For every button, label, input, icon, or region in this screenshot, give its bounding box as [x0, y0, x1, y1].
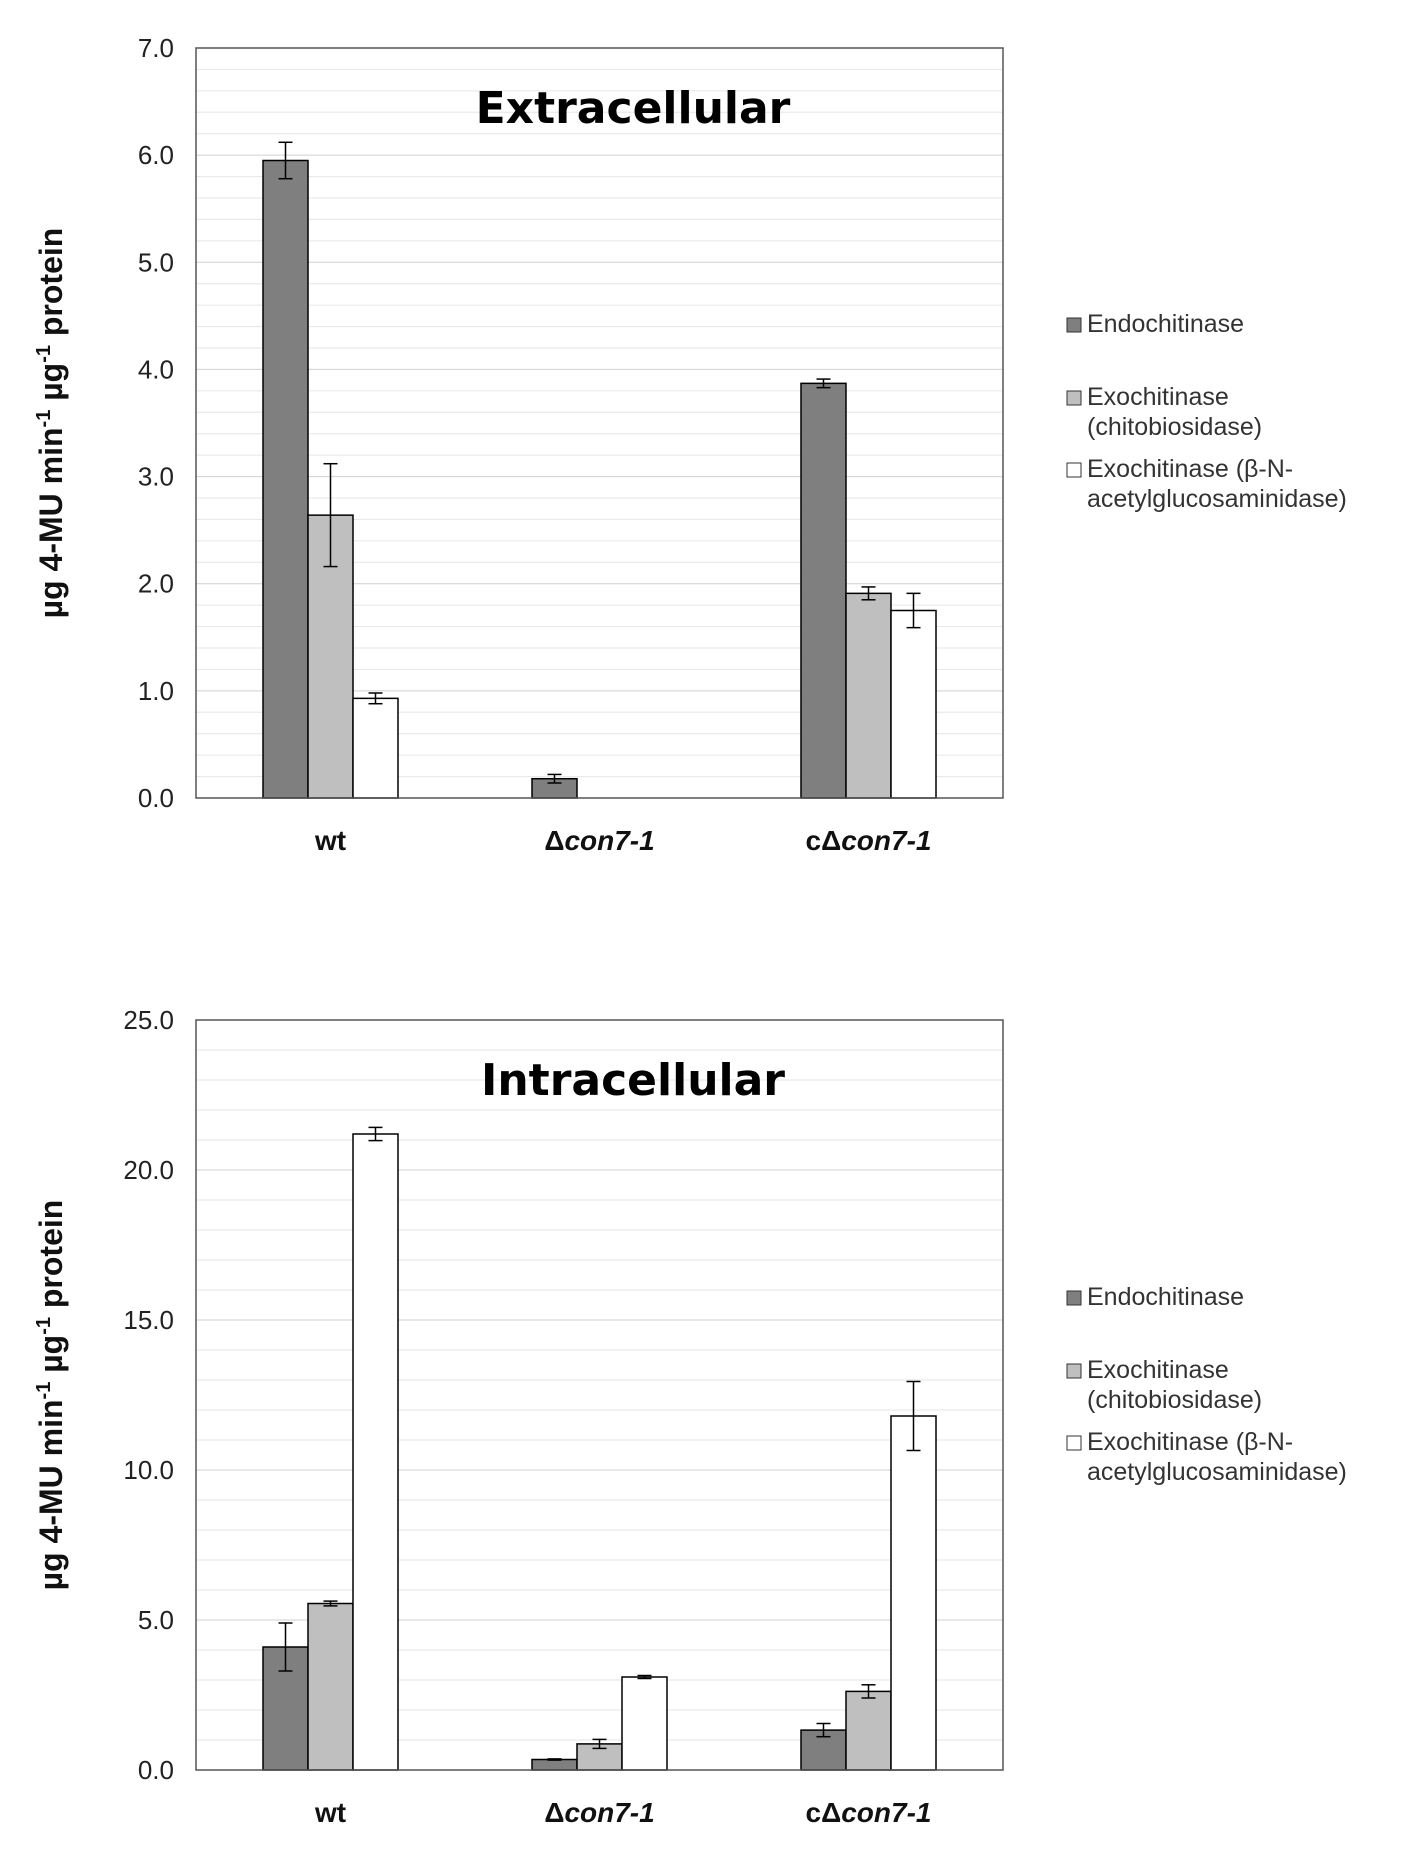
error-bar [637, 1674, 652, 1680]
bar [531, 1758, 578, 1771]
bar [262, 159, 309, 799]
y-axis-label-text: protein [33, 228, 69, 345]
error-bar [592, 1738, 607, 1750]
x-category-label: cΔcon7-1 [806, 1797, 932, 1828]
error-bar [547, 773, 562, 784]
legend-label: Exochitinase (β-N- [1087, 1428, 1293, 1456]
error-bar [278, 1622, 293, 1672]
bar [307, 1602, 354, 1771]
chart-intracellular: 0.05.010.015.020.025.0wt Δcon7-1 cΔcon7-1I… [33, 1005, 1347, 1828]
legend-swatch [1066, 1435, 1082, 1451]
y-tick-label: 5.0 [138, 1605, 174, 1635]
bar [352, 697, 399, 799]
error-bar [816, 378, 831, 389]
bar [845, 592, 892, 799]
error-bar [906, 592, 921, 629]
series-1 [262, 141, 847, 799]
x-category-label: wt [314, 1797, 346, 1828]
legend-label: acetylglucosaminidase) [1087, 1458, 1347, 1486]
y-tick-label: 10.0 [123, 1455, 174, 1485]
legend-swatch [1066, 390, 1082, 406]
category-prefix: cΔ [806, 1797, 842, 1828]
series-2 [307, 1600, 892, 1771]
legend-swatch [1066, 1290, 1082, 1306]
y-tick-label: 6.0 [138, 140, 174, 170]
legend-swatch [1066, 317, 1082, 333]
category-prefix: Δ [544, 1797, 564, 1828]
y-tick-label: 5.0 [138, 247, 174, 277]
error-bar [861, 1684, 876, 1699]
y-tick-label: 0.0 [138, 1755, 174, 1785]
plot-border [195, 1019, 1004, 1771]
y-tick-label: 1.0 [138, 676, 174, 706]
legend-label: Exochitinase [1087, 1356, 1229, 1384]
error-bar [861, 586, 876, 601]
y-tick-label: 0.0 [138, 783, 174, 813]
error-bar [368, 692, 383, 705]
x-category-label: cΔcon7-1 [806, 825, 932, 856]
y-tick-label: 4.0 [138, 354, 174, 384]
legend-swatch [1066, 462, 1082, 478]
category-name: con7-1 [564, 1797, 654, 1828]
legend: Endochitinase Exochitinase(chitobiosidase… [1066, 1283, 1347, 1486]
category-name: wt [314, 825, 346, 856]
y-tick-label: 20.0 [123, 1155, 174, 1185]
y-tick-label: 2.0 [138, 569, 174, 599]
chart-extracellular: 0.01.02.03.04.05.06.07.0wt Δcon7-1 cΔcon7-… [33, 33, 1347, 856]
y-axis-label-text: protein [33, 1200, 69, 1317]
error-bar [547, 1758, 562, 1761]
bar [890, 1415, 937, 1771]
bar [352, 1133, 399, 1771]
bar [890, 609, 937, 799]
chart-title: Extracellular [476, 83, 791, 134]
chart-title: Intracellular [481, 1055, 785, 1106]
y-axis-label: µg 4-MU min-1 µg-1 protein [33, 1200, 69, 1591]
error-bar [323, 1600, 338, 1607]
category-name: con7-1 [564, 825, 654, 856]
error-bar [816, 1722, 831, 1738]
y-axis-label-text: µg 4-MU min [33, 1399, 69, 1590]
bar [800, 382, 847, 799]
legend-label: Exochitinase [1087, 383, 1229, 411]
x-category-label: wt [314, 825, 346, 856]
y-axis-label-text: µg [33, 363, 69, 410]
plot-border [195, 47, 1004, 799]
y-tick-label: 3.0 [138, 462, 174, 492]
category-name: wt [314, 1797, 346, 1828]
legend: Endochitinase Exochitinase(chitobiosidase… [1066, 310, 1347, 513]
category-prefix: Δ [544, 825, 564, 856]
bar [621, 1676, 668, 1771]
y-axis-label-superscript: -1 [33, 345, 55, 363]
y-tick-label: 7.0 [138, 33, 174, 63]
bar [845, 1690, 892, 1771]
legend-label: acetylglucosaminidase) [1087, 485, 1347, 513]
error-bar [368, 1126, 383, 1142]
legend-label: (chitobiosidase) [1087, 413, 1262, 441]
error-bar [906, 1380, 921, 1452]
category-name: con7-1 [841, 1797, 931, 1828]
y-axis-label-text: µg [33, 1335, 69, 1382]
category-prefix: cΔ [806, 825, 842, 856]
legend-label: Endochitinase [1087, 310, 1244, 338]
y-axis-label-superscript: -1 [33, 1382, 55, 1400]
x-category-label: Δcon7-1 [544, 825, 654, 856]
legend-label: (chitobiosidase) [1087, 1386, 1262, 1414]
series-2 [307, 462, 892, 799]
category-name: con7-1 [841, 825, 931, 856]
y-tick-label: 25.0 [123, 1005, 174, 1035]
series-3 [352, 1126, 937, 1771]
y-tick-label: 15.0 [123, 1305, 174, 1335]
y-axis-label-text: µg 4-MU min [33, 427, 69, 618]
y-axis-label-superscript: -1 [33, 410, 55, 428]
legend-label: Exochitinase (β-N- [1087, 455, 1293, 483]
error-bar [278, 141, 293, 180]
legend-swatch [1066, 1363, 1082, 1379]
error-bar [323, 462, 338, 568]
y-axis-label: µg 4-MU min-1 µg-1 protein [33, 228, 69, 619]
x-category-label: Δcon7-1 [544, 1797, 654, 1828]
y-axis-label-superscript: -1 [33, 1317, 55, 1335]
legend-label: Endochitinase [1087, 1283, 1244, 1311]
series-3 [352, 592, 937, 799]
